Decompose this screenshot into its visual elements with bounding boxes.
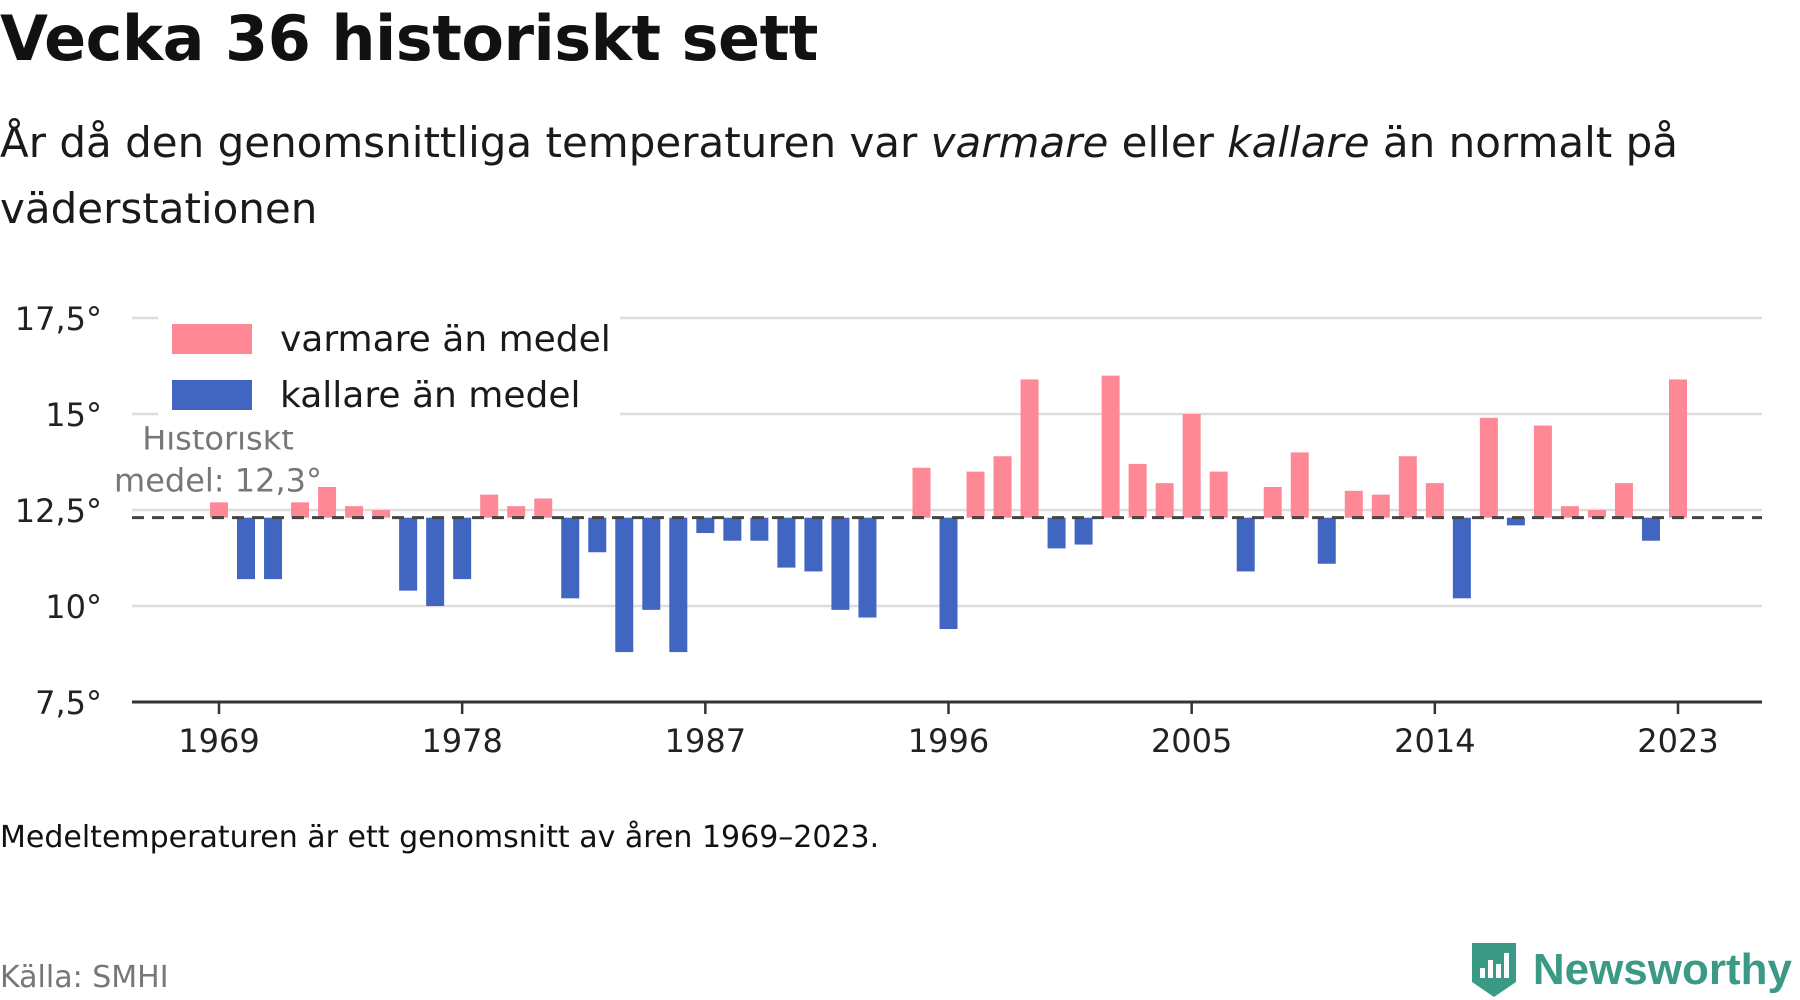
bar-2011 [1344,490,1363,518]
bar-1987 [696,517,715,534]
subtitle-warm-word: varmare [930,118,1109,167]
y-tick-label: 15° [45,396,102,434]
subtitle-text-1: År då den genomsnittliga temperaturen va… [0,118,931,167]
bar-2012 [1371,494,1390,518]
y-tick-label: 7,5° [35,684,102,722]
bar-1995 [912,467,931,518]
x-tick-label: 1969 [178,722,259,760]
bar-1996 [939,517,958,630]
bar-1993 [858,517,877,618]
y-axis-ticks: 7,5° 10° 12,5° 15° 17,5° [15,300,102,722]
subtitle-cold-word: kallare [1227,118,1370,167]
bar-1984 [615,517,634,653]
baseline-label-line2: medel: 12,3° [114,462,322,500]
bar-1977 [426,517,445,606]
y-tick-label: 10° [45,588,102,626]
bar-2002 [1101,375,1120,518]
bar-1976 [399,517,418,591]
bar-2022 [1641,517,1660,541]
bar-1982 [561,517,580,599]
bar-1988 [723,517,742,541]
bar-1973 [318,486,337,518]
y-tick-label: 12,5° [15,492,102,530]
x-tick-label: 2023 [1637,722,1718,760]
bar-2014 [1425,483,1444,518]
bar-2019 [1560,506,1579,518]
chart-title: Vecka 36 historiskt sett [0,2,818,75]
chart-subtitle: År då den genomsnittliga temperaturen va… [0,110,1740,242]
bar-1985 [642,517,661,610]
bar-1990 [777,517,796,568]
legend-swatch [172,380,252,410]
bar-2009 [1290,452,1309,518]
bar-1971 [264,517,283,580]
bar-1972 [291,502,310,518]
bar-2016 [1479,417,1498,518]
bar-2006 [1209,471,1228,518]
legend: varmare än medel kallare än medel [158,316,620,430]
legend-label: varmare än medel [280,319,611,360]
bar-1978 [453,517,472,580]
x-tick-label: 1996 [908,722,989,760]
bars [210,375,1687,653]
bar-1986 [669,517,688,653]
bar-1997 [966,471,985,518]
bar-2023 [1669,379,1687,518]
bar-2020 [1587,510,1606,518]
bar-2004 [1155,483,1174,518]
newsworthy-logo-icon [1471,943,1516,997]
brand-logo: Newsworthy [1469,940,1792,1000]
bar-2015 [1452,517,1471,599]
footnote: Medeltemperaturen är ett genomsnitt av å… [0,820,880,855]
x-tick-label: 2005 [1151,722,1232,760]
x-tick-label: 1987 [665,722,746,760]
bar-2018 [1533,425,1552,518]
bar-2007 [1236,517,1255,572]
bar-2001 [1074,517,1093,545]
bar-1998 [993,456,1012,518]
bar-1992 [831,517,850,610]
bar-2008 [1263,486,1282,518]
bar-2017 [1506,517,1525,526]
bar-1989 [750,517,769,541]
bar-1974 [345,506,364,518]
bar-2003 [1128,463,1147,518]
bar-2013 [1398,456,1417,518]
bar-2000 [1047,517,1066,549]
legend-swatch [172,324,252,354]
bar-1980 [507,506,526,518]
x-tick-label: 2014 [1394,722,1475,760]
brand-name: Newsworthy [1532,945,1792,994]
bar-2021 [1614,483,1633,518]
bar-1981 [534,498,553,518]
bar-1979 [480,494,499,518]
subtitle-text-2: eller [1108,118,1228,167]
bar-1999 [1020,379,1039,518]
bar-1983 [588,517,607,553]
legend-label: kallare än medel [280,375,580,416]
bar-1975 [372,510,391,518]
bar-2005 [1182,414,1201,518]
x-tick-label: 1978 [421,722,502,760]
bar-1970 [237,517,256,580]
bar-2010 [1317,517,1336,564]
subtitle-text-3: än normalt på väderstationen [0,118,1678,233]
y-tick-label: 17,5° [15,300,102,338]
bar-1991 [804,517,823,572]
bar-1969 [210,502,228,518]
x-axis: 1969 1978 1987 1996 2005 2014 2023 [132,700,1762,760]
source-text: Källa: SMHI [0,960,169,995]
